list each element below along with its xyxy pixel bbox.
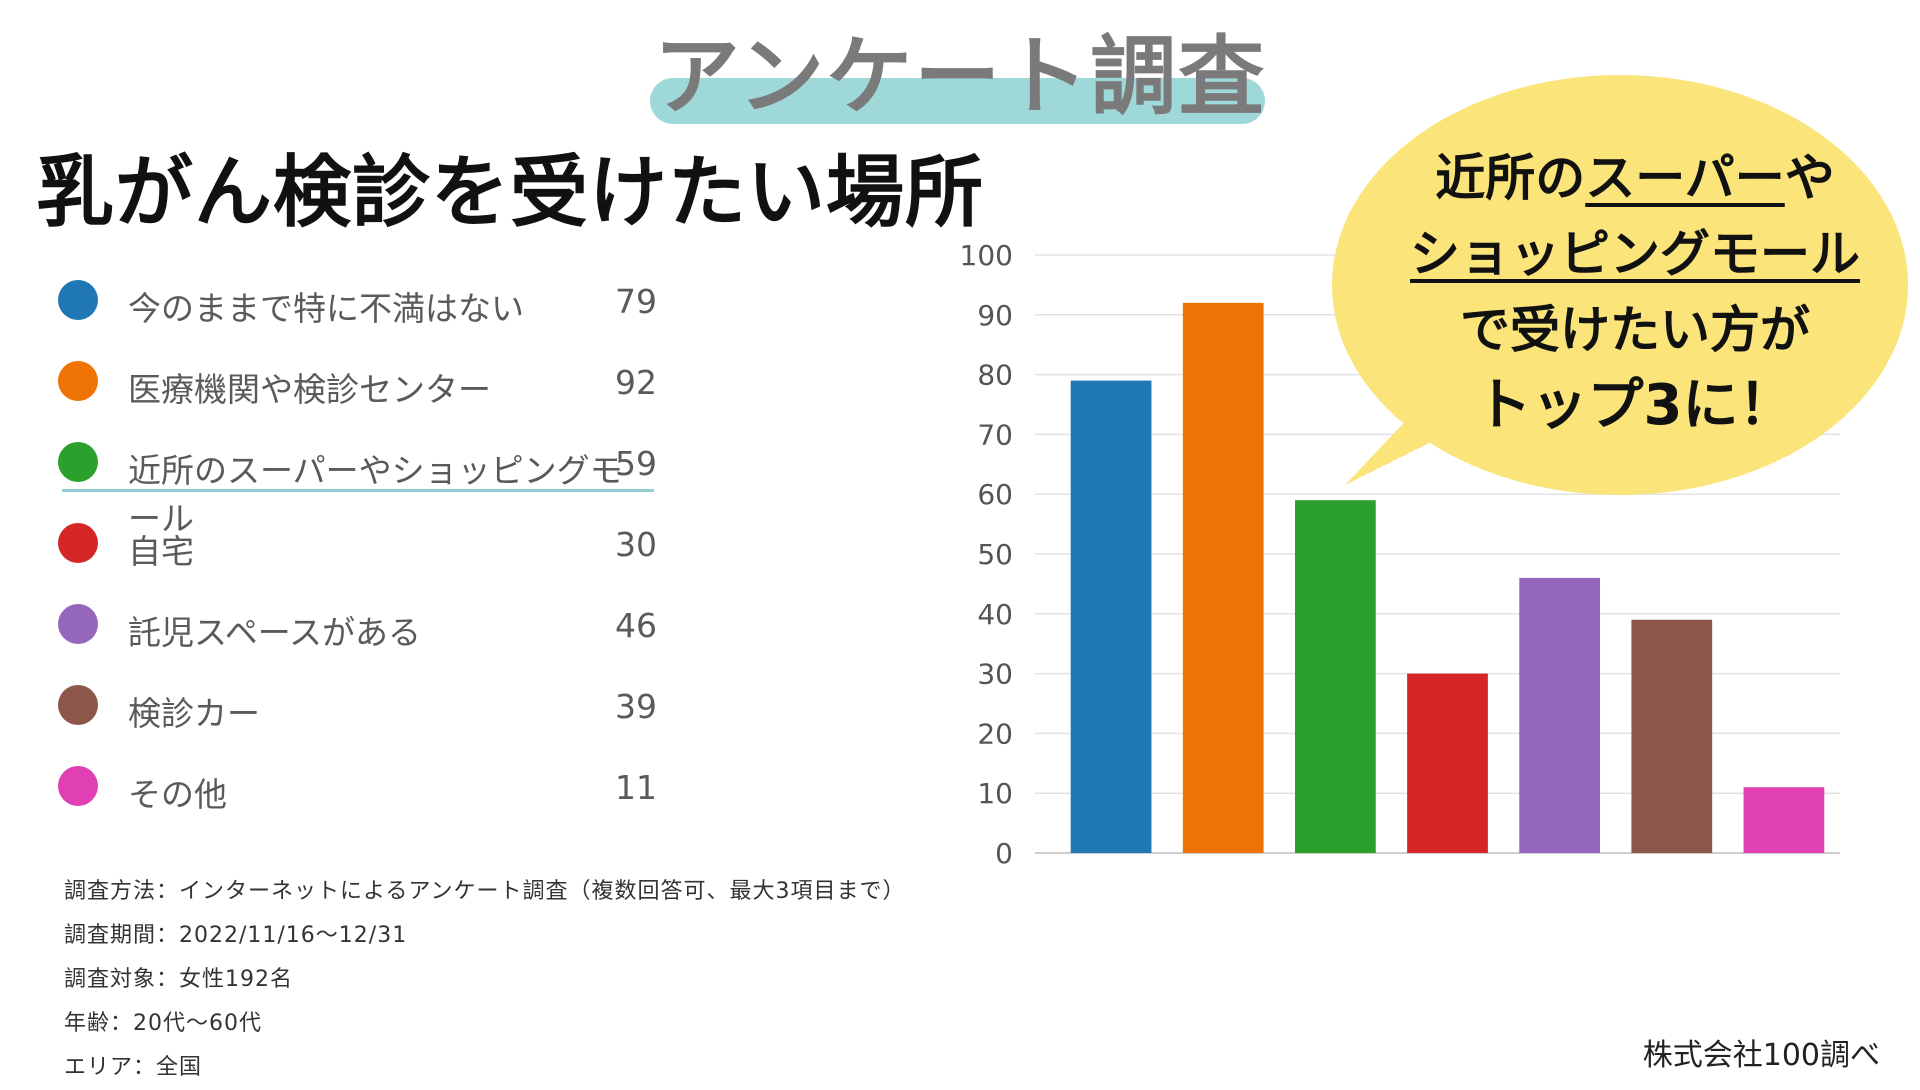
legend-label: その他 — [128, 775, 227, 814]
legend-label: 今のままで特に不満はない — [128, 289, 524, 328]
legend-label: 近所のスーパーやショッピングモール — [128, 451, 623, 538]
legend-value: 30 — [615, 525, 657, 564]
callout-line-1: 近所のスーパーや — [1355, 140, 1915, 216]
callout-text: 近所のスーパーや ショッピングモール で受けたい方が トップ3に！ — [1355, 140, 1915, 444]
callout-line1-prefix: 近所の — [1435, 149, 1586, 207]
legend-dot — [58, 685, 98, 725]
y-tick-label: 50 — [977, 538, 1013, 571]
callout-line2-underlined: ショッピングモール — [1410, 225, 1860, 283]
callout-line1-suffix: や — [1784, 149, 1835, 207]
chart-legend: 今のままで特に不満はない 79 医療機関や検診センター 92 近所のスーパーやショッピン… — [55, 270, 657, 837]
survey-area-line: エリア：全国 — [64, 1055, 203, 1080]
legend-value: 46 — [615, 606, 657, 645]
survey-target-line: 調査対象：女性192名 — [64, 967, 293, 992]
legend-item: 医療機関や検診センター 92 — [55, 351, 657, 432]
y-tick-label: 80 — [977, 359, 1013, 392]
y-tick-label: 40 — [977, 598, 1013, 631]
callout-line1-underlined: スーパー — [1585, 149, 1785, 207]
survey-age-line: 年齢：20代～60代 — [64, 1011, 262, 1036]
page-title: 乳がん検診を受けたい場所 — [36, 148, 985, 238]
bar — [1070, 380, 1152, 853]
callout-line-3: で受けたい方が — [1460, 301, 1810, 359]
bar-chart: 0 10 20 30 40 50 60 70 80 90 100 — [960, 239, 1840, 870]
y-tick-label: 70 — [977, 418, 1013, 451]
legend-item: 検診カー 39 — [55, 675, 657, 756]
bar — [1294, 500, 1376, 853]
header-title: アンケート調査 — [653, 27, 1267, 127]
legend-item: 自宅 30 — [55, 513, 657, 594]
callout-line-4: トップ3に！ — [1475, 373, 1795, 438]
bar — [1631, 619, 1713, 853]
y-tick-label: 100 — [960, 239, 1013, 272]
survey-method: 調査方法：インターネットによるアンケート調査（複数回答可、最大3項目まで） 調査… — [64, 870, 905, 1090]
legend-item: 託児スペースがある 46 — [55, 594, 657, 675]
legend-label: 医療機関や検診センター — [128, 370, 491, 409]
legend-value: 92 — [615, 363, 657, 402]
y-tick-label: 30 — [977, 658, 1013, 691]
legend-dot — [58, 766, 98, 806]
legend-value: 11 — [615, 768, 657, 807]
legend-value: 59 — [615, 444, 657, 483]
legend-label: 検診カー — [128, 694, 260, 733]
legend-dot — [58, 442, 98, 482]
legend-label: 自宅 — [128, 532, 194, 571]
bar — [1407, 673, 1488, 853]
y-tick-label: 60 — [977, 478, 1013, 511]
legend-item: 今のままで特に不満はない 79 — [55, 270, 657, 351]
legend-item: 近所のスーパーやショッピングモール 59 — [55, 432, 657, 538]
speech-bubble-body — [1332, 75, 1908, 495]
survey-period-line: 調査期間：2022/11/16～12/31 — [64, 923, 408, 948]
legend-dot — [58, 604, 98, 644]
y-tick-label: 10 — [977, 777, 1013, 810]
credit: 株式会社100調べ — [1642, 1038, 1880, 1073]
bar — [1743, 787, 1825, 853]
legend-label: 託児スペースがある — [128, 613, 422, 652]
speech-bubble — [1332, 75, 1908, 495]
bar — [1519, 577, 1601, 853]
legend-highlight-line — [62, 489, 654, 492]
header-band — [650, 78, 1265, 124]
legend-value: 79 — [615, 282, 657, 321]
callout-line-2: ショッピングモール — [1355, 216, 1915, 292]
survey-method-line: 調査方法：インターネットによるアンケート調査（複数回答可、最大3項目まで） — [64, 879, 906, 904]
legend-value: 39 — [615, 687, 657, 726]
y-tick-label: 0 — [995, 837, 1013, 870]
legend-dot — [58, 280, 98, 320]
y-tick-label: 20 — [977, 717, 1013, 750]
speech-bubble-tail — [1345, 390, 1485, 485]
legend-item: その他 11 — [55, 756, 657, 837]
legend-dot — [58, 361, 98, 401]
legend-dot — [58, 523, 98, 563]
y-tick-label: 90 — [977, 299, 1013, 332]
bar — [1182, 302, 1264, 854]
